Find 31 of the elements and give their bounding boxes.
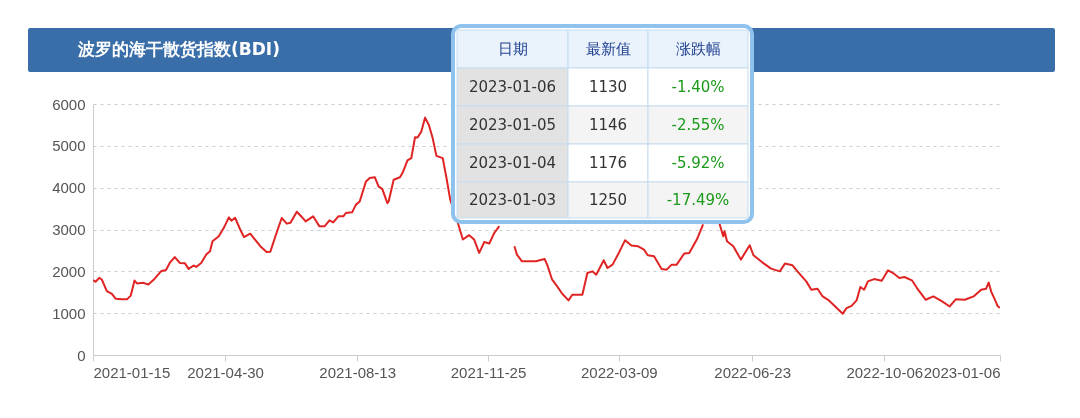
annotation: 2023-01-03 xyxy=(468,191,557,209)
y-tick-label: 0 xyxy=(77,346,86,364)
y-tick-label: 4000 xyxy=(52,179,86,197)
annotation: 1176 xyxy=(588,154,628,172)
text: 2023-01-06 xyxy=(468,78,557,96)
x-tick-label: 2021-04-30 xyxy=(187,363,264,381)
text: 涨跌幅 xyxy=(675,40,721,58)
annotation: 2023-01-04 xyxy=(468,154,557,172)
x-tick-label: 2021-11-25 xyxy=(450,363,527,381)
y-tick-label: 6000 xyxy=(52,95,86,113)
y-tick-label: 1000 xyxy=(52,304,86,322)
annotation: 1146 xyxy=(588,116,628,134)
x-tick-label: 2022-10-06 xyxy=(846,363,924,381)
text: -1.40% xyxy=(671,78,725,96)
y-tick-label: 3000 xyxy=(52,221,86,238)
text: 最新值 xyxy=(585,40,631,58)
x-tick-label: 2021-01-15 xyxy=(93,363,171,381)
x-tick-label: 2021-08-13 xyxy=(319,363,397,381)
annotation: -5.92% xyxy=(671,154,725,172)
y-tick-label: 2000 xyxy=(52,262,86,280)
x-tick-label: 2023-01-06 xyxy=(923,363,1001,381)
x-tick-label: 2022-06-23 xyxy=(714,363,792,381)
text: 日期 xyxy=(497,40,528,58)
x-tick-label: 2022-03-09 xyxy=(580,363,658,381)
annotation: -17.49% xyxy=(666,191,730,209)
chart-title: 波罗的海干散货指数(BDI) xyxy=(77,39,280,59)
annotation: 2023-01-05 xyxy=(468,116,557,134)
y-tick-label: 5000 xyxy=(52,137,86,155)
annotation: -2.55% xyxy=(671,116,725,134)
annotation: 1250 xyxy=(588,191,628,209)
text: 1130 xyxy=(588,78,628,96)
